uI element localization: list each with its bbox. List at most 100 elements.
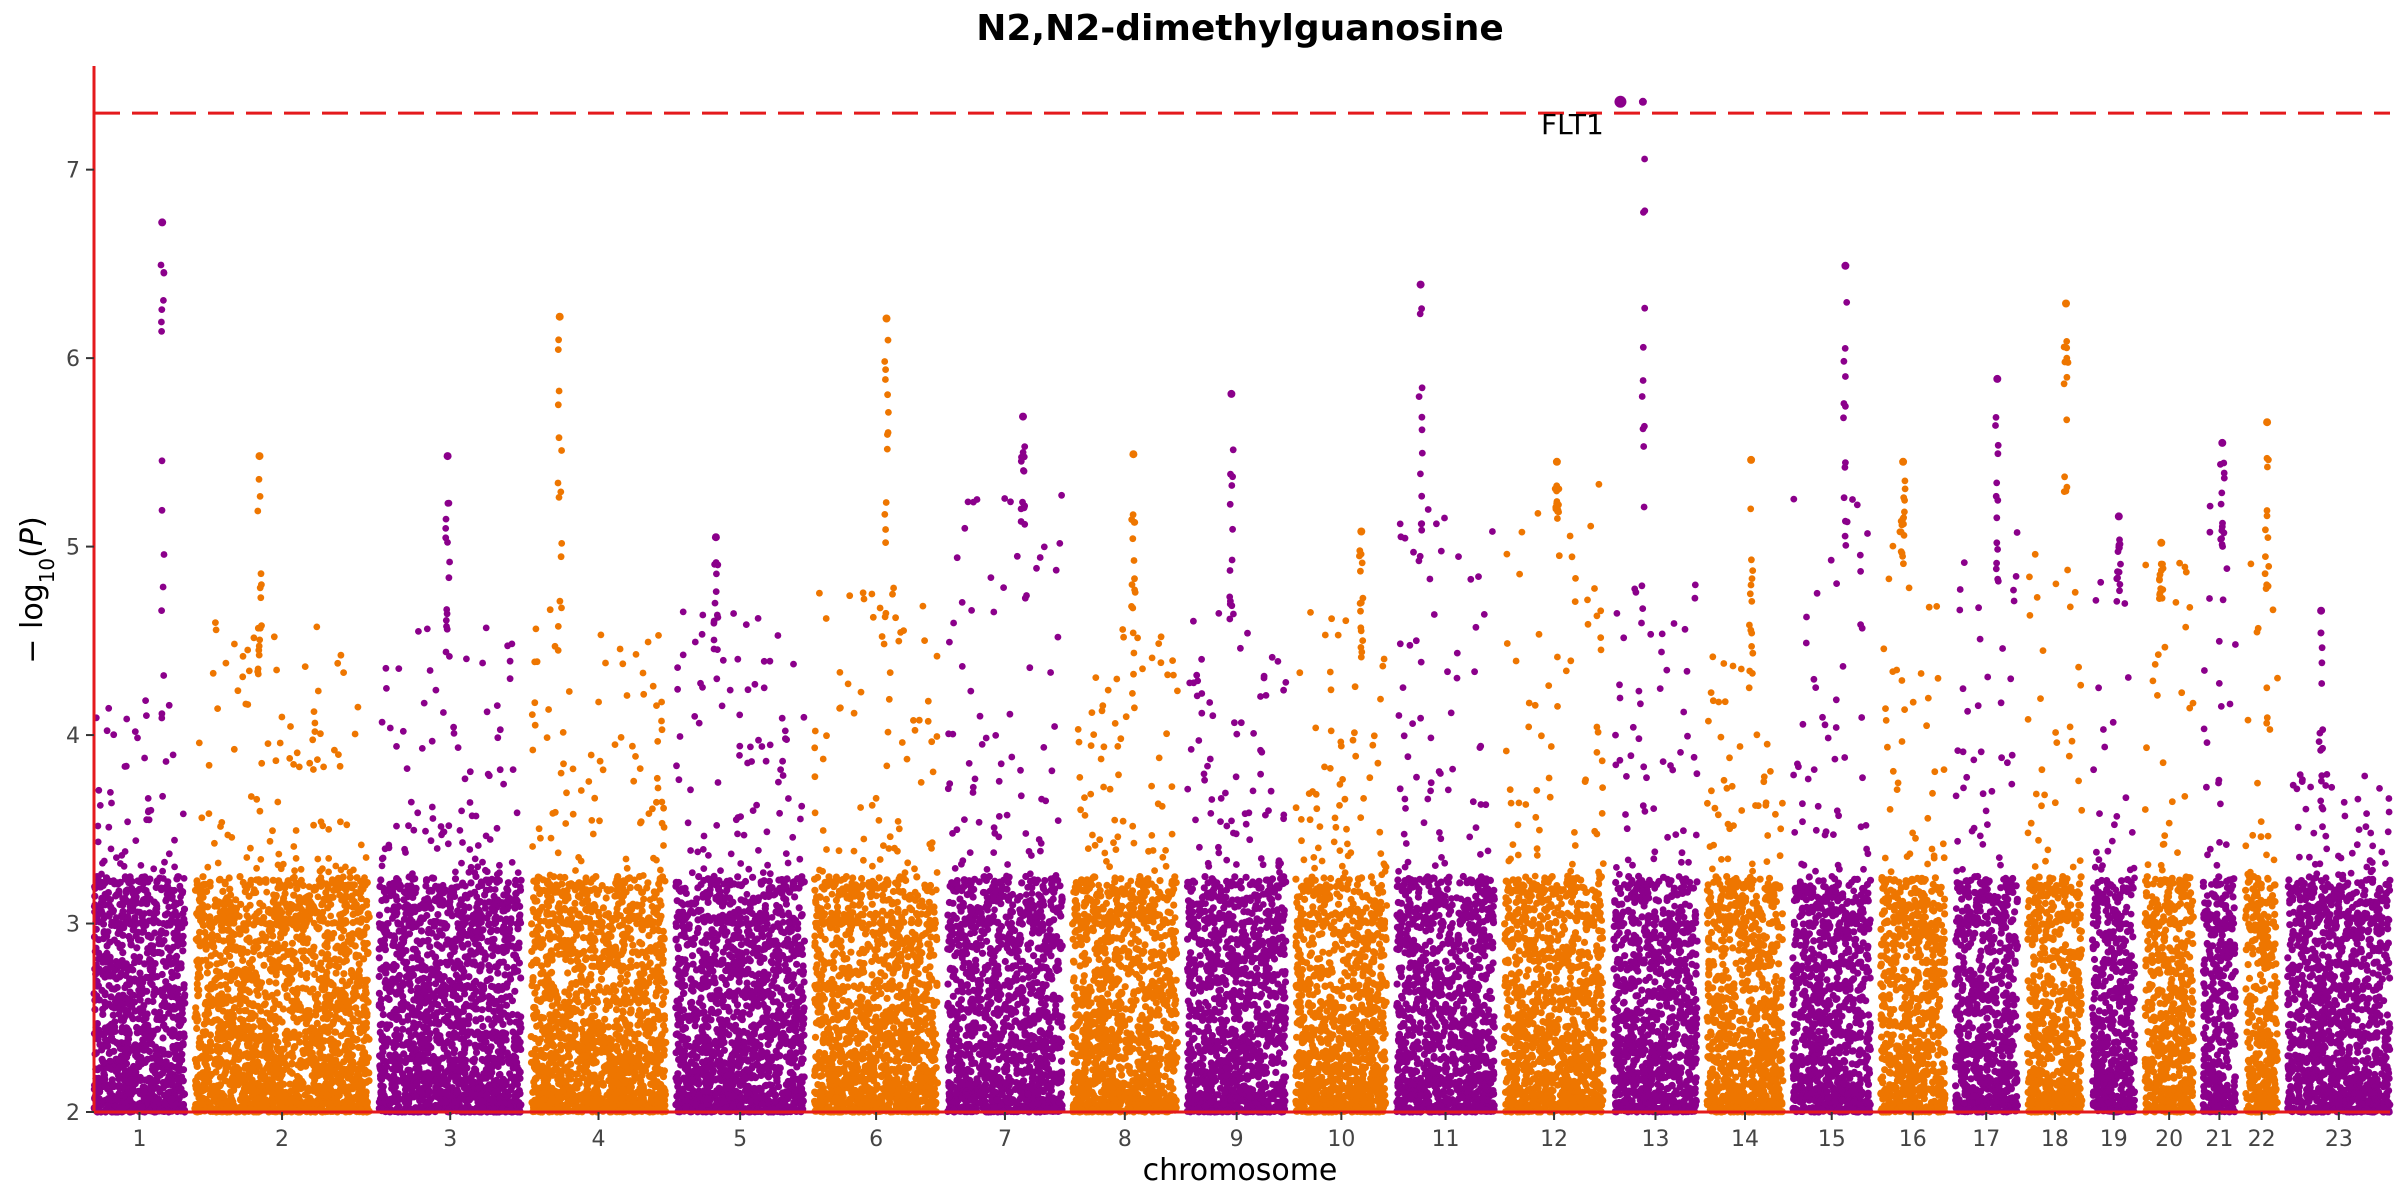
data-point-chr1 — [137, 936, 145, 944]
data-point-chr3 — [408, 923, 416, 932]
data-point-chr2 — [343, 821, 351, 829]
data-point-chr2 — [270, 1070, 278, 1078]
data-point-chr1 — [157, 886, 165, 894]
data-point-chr2 — [315, 1082, 323, 1090]
data-point-chr2 — [345, 1049, 353, 1057]
data-point-chr2 — [239, 652, 247, 660]
data-point-chr3 — [400, 1050, 408, 1058]
data-point-chr3 — [442, 617, 450, 624]
data-point-chr2 — [248, 956, 256, 964]
data-point-chr1 — [131, 728, 139, 735]
data-point-chr2 — [355, 960, 363, 968]
data-point-chr1 — [161, 984, 169, 992]
data-point-chr2 — [246, 901, 254, 909]
data-point-chr2 — [320, 895, 328, 903]
data-point-chr2 — [208, 1018, 216, 1026]
data-point-chr3 — [417, 957, 425, 965]
data-point-chr3 — [404, 1094, 412, 1102]
data-point-chr2 — [325, 1053, 333, 1061]
data-point-chr3 — [431, 1019, 439, 1027]
data-point-chr3 — [387, 1056, 395, 1065]
data-point-chr1 — [127, 1076, 135, 1084]
data-point-chr1 — [109, 1011, 117, 1019]
data-point-chr1 — [105, 704, 113, 712]
data-point-chr1 — [103, 727, 111, 735]
data-point-chr2 — [297, 1006, 305, 1014]
data-point-chr3 — [446, 908, 454, 916]
data-point-chr2 — [296, 964, 304, 973]
data-point-chr2 — [255, 475, 263, 483]
data-point-chr3 — [395, 665, 403, 672]
data-point-chr1 — [96, 802, 104, 809]
data-point-chr2 — [340, 669, 347, 676]
data-point-chr2 — [310, 766, 317, 773]
data-point-chr3 — [495, 982, 503, 991]
data-point-chr1 — [115, 887, 123, 895]
data-point-chr2 — [217, 997, 225, 1005]
data-point-chr2 — [212, 974, 221, 983]
data-point-chr2 — [205, 761, 213, 769]
data-point-chr1 — [157, 261, 165, 269]
data-point-chr2 — [317, 730, 324, 738]
data-point-chr1 — [121, 894, 129, 902]
data-point-chr3 — [479, 984, 487, 992]
data-point-chr2 — [325, 868, 332, 876]
data-point-chr3 — [476, 917, 484, 925]
data-point-chr3 — [400, 981, 408, 989]
data-point-chr2 — [335, 751, 342, 758]
data-point-chr3 — [422, 903, 430, 912]
data-point-chr2 — [283, 880, 291, 888]
data-point-chr3 — [460, 902, 468, 910]
data-point-chr2 — [351, 730, 359, 738]
data-point-chr3 — [442, 940, 450, 948]
data-point-chr1 — [165, 1067, 173, 1075]
data-point-chr3 — [403, 901, 410, 908]
data-point-chr3 — [415, 628, 422, 635]
data-point-chr2 — [302, 985, 310, 993]
data-point-chr2 — [238, 983, 246, 991]
data-point-chr3 — [451, 937, 459, 945]
data-point-chr2 — [295, 1015, 303, 1023]
data-point-chr2 — [352, 951, 360, 959]
data-point-chr3 — [446, 558, 453, 566]
data-point-chr2 — [292, 827, 300, 834]
data-point-chr2 — [311, 883, 318, 891]
data-point-chr3 — [507, 1086, 515, 1094]
data-point-chr2 — [346, 1068, 355, 1077]
data-point-chr1 — [174, 939, 182, 947]
data-point-chr2 — [266, 919, 274, 927]
data-point-chr1 — [144, 808, 152, 816]
data-point-chr3 — [405, 970, 413, 979]
data-point-chr2 — [234, 687, 242, 695]
data-point-chr3 — [462, 1083, 470, 1091]
data-point-chr3 — [382, 964, 390, 972]
data-point-chr3 — [392, 1005, 400, 1014]
data-point-chr3 — [386, 1011, 394, 1020]
data-point-chr1 — [101, 955, 109, 963]
data-point-chr3 — [417, 927, 426, 935]
data-point-chr2 — [337, 866, 345, 874]
data-point-chr3 — [428, 737, 436, 745]
data-point-chr2 — [317, 1054, 325, 1062]
data-point-chr2 — [278, 713, 286, 721]
data-point-chr2 — [314, 756, 321, 763]
data-point-chr2 — [299, 954, 307, 962]
data-point-chr3 — [482, 624, 490, 632]
data-point-chr2 — [320, 763, 327, 771]
data-point-chr1 — [158, 306, 166, 313]
data-point-chr1 — [168, 894, 176, 903]
data-point-chr1 — [149, 997, 157, 1006]
data-point-chr2 — [221, 906, 229, 914]
data-point-chr2 — [199, 873, 207, 881]
data-point-chr2 — [350, 898, 358, 906]
data-point-chr1 — [177, 1085, 185, 1093]
data-point-chr2 — [301, 663, 309, 670]
data-point-chr2 — [289, 955, 297, 963]
data-point-chr2 — [269, 1089, 277, 1097]
data-point-chr1 — [165, 953, 174, 961]
data-point-chr3 — [466, 768, 474, 776]
data-point-chr2 — [348, 1101, 356, 1109]
data-point-chr2 — [249, 1078, 257, 1087]
data-point-chr3 — [417, 1087, 425, 1095]
data-point-chr2 — [240, 1007, 249, 1015]
